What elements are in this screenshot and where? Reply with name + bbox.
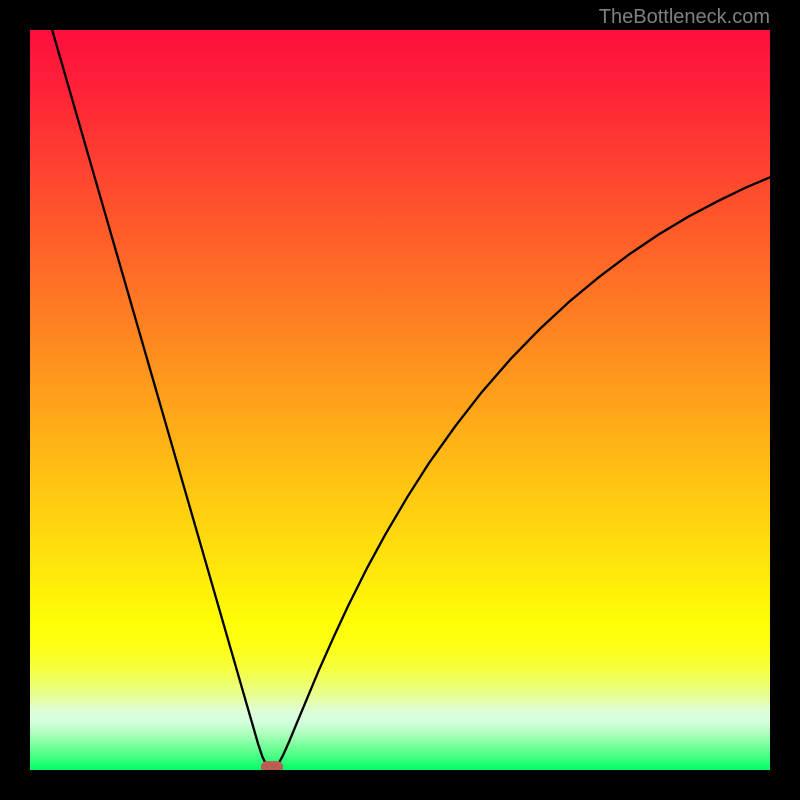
chart-svg — [30, 30, 770, 770]
watermark-text: TheBottleneck.com — [599, 6, 770, 29]
chart-container: TheBottleneck.com — [0, 0, 800, 800]
gradient-background — [30, 30, 770, 770]
minimum-marker — [261, 761, 283, 770]
plot-area — [30, 30, 770, 770]
